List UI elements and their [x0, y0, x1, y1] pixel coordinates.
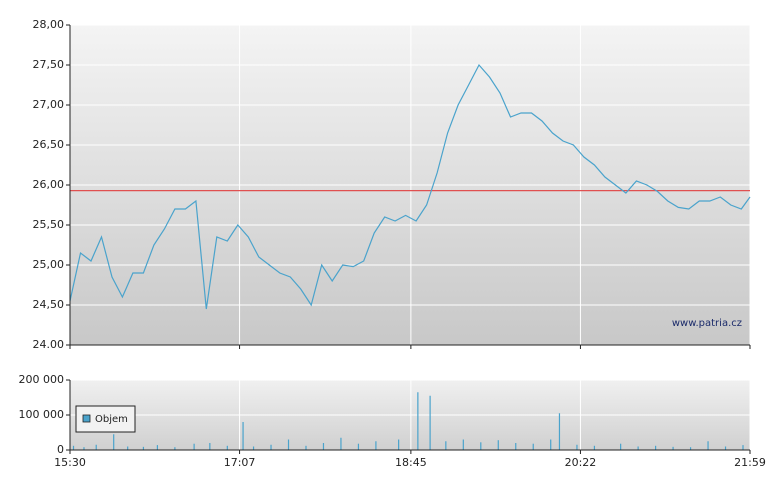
volume-bar	[340, 437, 342, 450]
watermark: www.patria.cz	[672, 318, 742, 329]
volume-bar	[322, 443, 325, 450]
volume-bar	[209, 443, 211, 450]
volume-bar	[174, 447, 176, 450]
volume-bar	[113, 434, 115, 450]
volume-bar	[620, 443, 622, 450]
y-tick-label: 26,50	[33, 138, 65, 151]
volume-bar	[707, 441, 709, 450]
volume-bar	[462, 439, 464, 450]
volume-bar	[689, 447, 692, 450]
volume-bar	[593, 445, 596, 450]
volume-bar	[156, 445, 159, 450]
volume-bar	[287, 439, 290, 450]
volume-bar	[497, 440, 499, 450]
volume-bar	[242, 422, 244, 450]
volume-bar	[357, 443, 360, 450]
volume-bar	[375, 441, 377, 450]
volume-bar	[252, 446, 255, 450]
volume-bar	[515, 443, 517, 450]
volume-bar	[305, 445, 307, 450]
volume-bar	[655, 445, 657, 450]
y-tick-label: 24.00	[33, 338, 65, 351]
y-tick-label: 200 000	[19, 373, 65, 386]
volume-bar	[398, 439, 400, 450]
x-tick-label: 18:45	[395, 456, 427, 469]
y-tick-label: 28,00	[33, 18, 65, 31]
y-tick-label: 24,50	[33, 298, 65, 311]
volume-bar	[193, 443, 195, 450]
volume-bar	[95, 444, 97, 450]
volume-bar	[445, 441, 447, 450]
volume-bar	[480, 442, 482, 450]
volume-bar	[576, 444, 578, 450]
volume-bar	[83, 447, 85, 450]
volume-bar	[532, 443, 534, 450]
volume-bar	[550, 439, 552, 450]
volume-bar	[226, 445, 228, 450]
volume-bar	[742, 445, 744, 450]
legend-swatch	[82, 414, 91, 423]
legend: Objem	[75, 405, 136, 433]
y-tick-label: 25,50	[33, 218, 65, 231]
x-tick-label: 17:07	[224, 456, 256, 469]
y-tick-label: 0	[57, 443, 64, 456]
volume-bar	[127, 446, 129, 450]
volume-bar	[72, 445, 75, 450]
price-line	[69, 63, 751, 310]
volume-bar	[142, 446, 145, 450]
volume-bar	[429, 395, 431, 450]
y-tick-label: 100 000	[19, 408, 65, 421]
x-tick-label: 20:22	[565, 456, 597, 469]
x-tick-label: 21:59	[734, 456, 766, 469]
y-tick-label: 27,50	[33, 58, 65, 71]
volume-bar	[672, 446, 674, 450]
y-tick-label: 26,00	[33, 178, 65, 191]
y-tick-label: 27,00	[33, 98, 65, 111]
y-tick-label: 25,00	[33, 258, 65, 271]
volume-bar	[270, 444, 272, 450]
volume-bar	[417, 392, 419, 450]
legend-label: Objem	[95, 414, 128, 425]
volume-bar	[724, 446, 727, 450]
x-tick-label: 15:30	[54, 456, 86, 469]
volume-bar	[637, 446, 639, 450]
volume-bar	[558, 413, 561, 450]
